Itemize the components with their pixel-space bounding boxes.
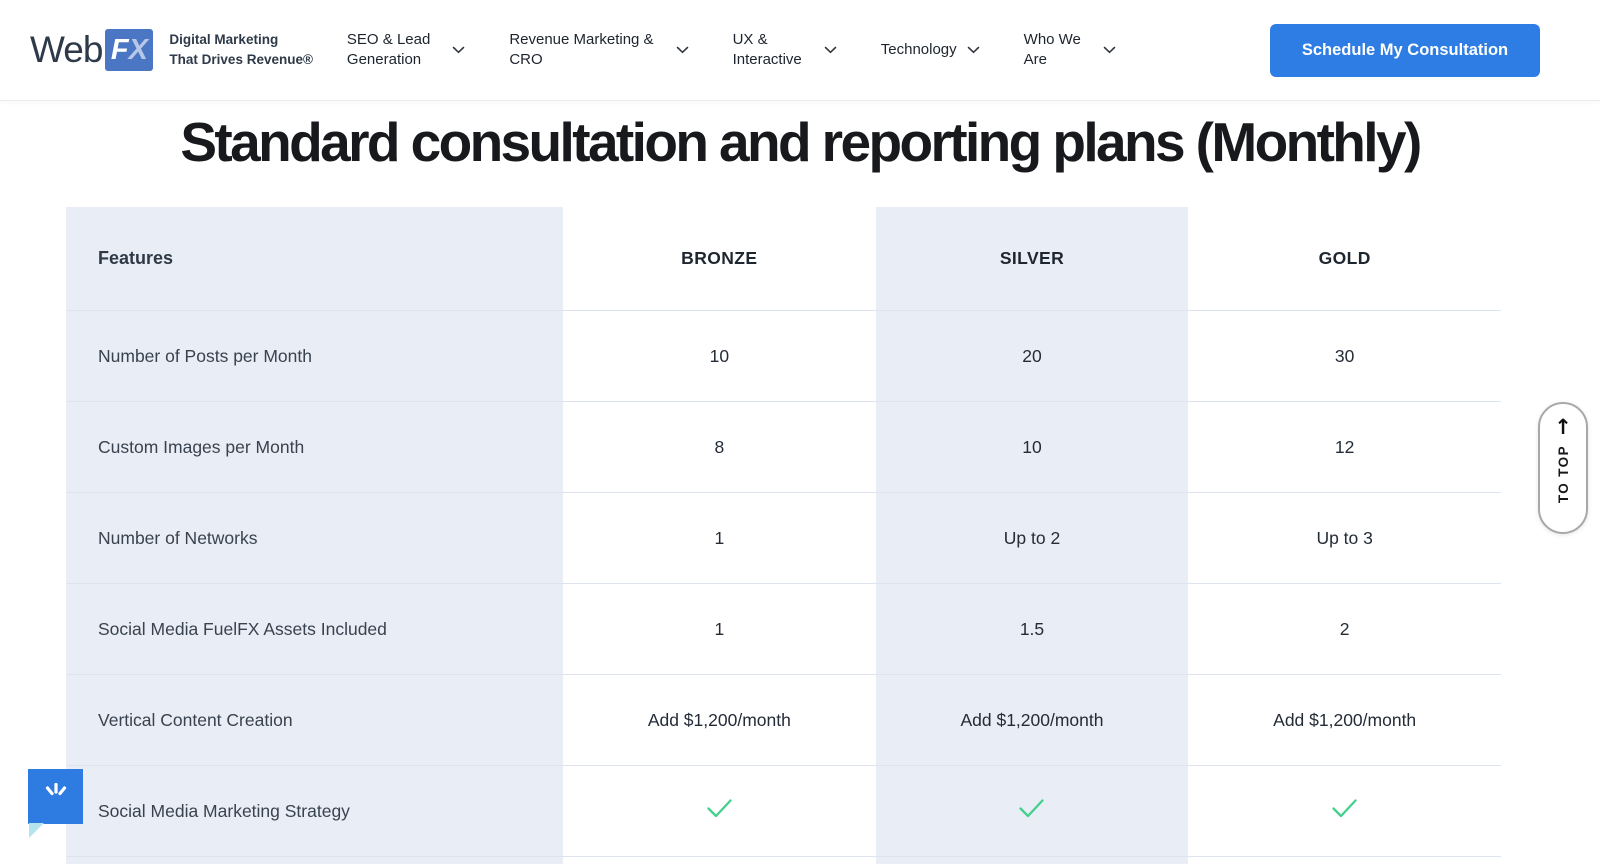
feature-cell: Number of Posts per Month (66, 311, 563, 401)
feature-cell (66, 857, 563, 864)
nav-item-ux-interactive[interactable]: UX & Interactive (733, 30, 837, 70)
value-cell-gold (1188, 857, 1501, 864)
pricing-table: Features BRONZE SILVER GOLD Number of Po… (66, 207, 1501, 864)
column-header-gold: GOLD (1188, 207, 1501, 310)
logo-fx-x: X (128, 33, 148, 66)
schedule-consultation-button[interactable]: Schedule My Consultation (1270, 23, 1540, 77)
nav-item-label: UX & Interactive (732, 31, 802, 68)
column-header-bronze: BRONZE (563, 207, 876, 310)
nav-item-technology[interactable]: Technology (881, 40, 980, 60)
value-cell-bronze: 1 (563, 493, 876, 583)
feature-cell: Social Media Marketing Strategy (66, 766, 563, 856)
nav-item-label: Revenue Marketing & CRO (509, 31, 654, 68)
table-row: Social Media FuelFX Assets Included 1 1.… (66, 583, 1501, 674)
table-row: Number of Networks 1 Up to 2 Up to 3 (66, 492, 1501, 583)
value-cell-bronze (563, 766, 876, 856)
page-title: Standard consultation and reporting plan… (180, 111, 1422, 173)
feature-cell: Social Media FuelFX Assets Included (66, 584, 563, 674)
nav-item-who-we-are[interactable]: Who We Are (1024, 30, 1116, 70)
value-cell-silver: Add $1,200/month (875, 675, 1189, 765)
value-cell-gold: 12 (1188, 402, 1501, 492)
chat-typing-icon (40, 781, 72, 812)
table-row: Social Media Marketing Strategy (66, 765, 1501, 856)
chevron-down-icon (1103, 46, 1116, 54)
value-cell-gold (1188, 766, 1501, 856)
brand-tagline: Digital Marketing That Drives Revenue® (169, 32, 313, 67)
table-header-row: Features BRONZE SILVER GOLD (66, 207, 1501, 310)
table-row: Number of Posts per Month 10 20 30 (66, 310, 1501, 401)
feature-cell: Number of Networks (66, 493, 563, 583)
value-cell-bronze: 10 (563, 311, 876, 401)
value-cell-gold: 30 (1188, 311, 1501, 401)
nav-item-label: SEO & Lead Generation (346, 31, 431, 68)
value-cell-silver: 10 (875, 402, 1189, 492)
value-cell-bronze: 1 (563, 584, 876, 674)
value-cell-gold: Up to 3 (1188, 493, 1501, 583)
chevron-down-icon (676, 46, 689, 54)
column-header-features: Features (66, 207, 563, 310)
nav-item-revenue-marketing-cro[interactable]: Revenue Marketing & CRO (509, 30, 688, 70)
value-cell-bronze: 8 (563, 402, 876, 492)
nav-item-label: Who We Are (1023, 31, 1081, 68)
value-cell-silver: 20 (875, 311, 1189, 401)
feature-cell: Vertical Content Creation (66, 675, 563, 765)
column-header-silver: SILVER (875, 207, 1189, 310)
chat-bubble-tail (29, 823, 44, 838)
back-to-top-button[interactable]: ↑ TO TOP (1538, 402, 1588, 534)
chevron-down-icon (967, 46, 980, 54)
value-cell-silver (875, 857, 1189, 864)
nav-item-label: Technology (880, 41, 957, 59)
checkmark-icon (1331, 798, 1358, 824)
logo-web-text: Web (30, 29, 103, 70)
chevron-down-icon (824, 46, 837, 54)
table-row-partial (66, 856, 1501, 864)
value-cell-bronze: Add $1,200/month (563, 675, 876, 765)
table-row: Custom Images per Month 8 10 12 (66, 401, 1501, 492)
feature-cell: Custom Images per Month (66, 402, 563, 492)
value-cell-silver: 1.5 (875, 584, 1189, 674)
arrow-up-icon: ↑ (1554, 415, 1572, 439)
value-cell-bronze (563, 857, 876, 864)
main-nav: SEO & Lead Generation Revenue Marketing … (347, 30, 1160, 70)
to-top-label: TO TOP (1555, 445, 1571, 504)
value-cell-gold: 2 (1188, 584, 1501, 674)
checkmark-icon (1018, 798, 1045, 824)
value-cell-silver (875, 766, 1189, 856)
chevron-down-icon (452, 46, 465, 54)
value-cell-gold: Add $1,200/month (1188, 675, 1501, 765)
chat-bubble-button[interactable] (28, 769, 83, 838)
logo-fx-f: F (110, 33, 129, 66)
table-row: Vertical Content Creation Add $1,200/mon… (66, 674, 1501, 765)
value-cell-silver: Up to 2 (875, 493, 1189, 583)
checkmark-icon (706, 798, 733, 824)
nav-item-seo-lead-generation[interactable]: SEO & Lead Generation (347, 30, 465, 70)
